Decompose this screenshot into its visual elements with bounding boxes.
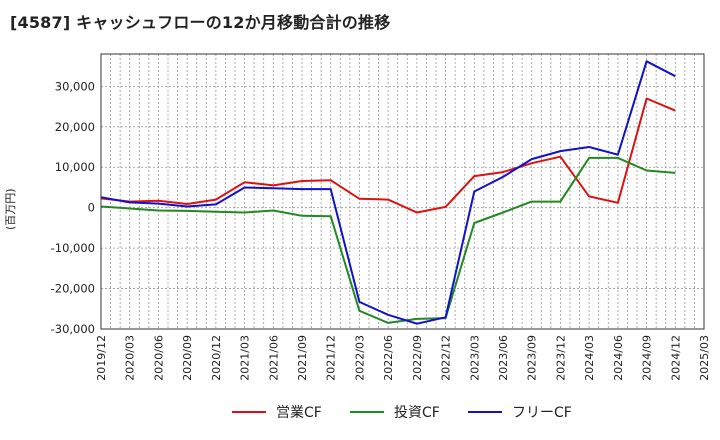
legend-swatch-free — [468, 411, 502, 413]
grid-layer — [100, 54, 705, 330]
x-tick-label: 2022/06 — [382, 335, 395, 381]
x-tick-label: 2022/09 — [411, 335, 424, 381]
x-tick-label: 2020/03 — [124, 335, 137, 381]
y-tick-label: -30,000 — [51, 322, 95, 336]
x-tick-label: 2021/12 — [325, 335, 338, 381]
chart-legend: 営業CF 投資CF フリーCF — [0, 398, 720, 428]
legend-label-operating: 営業CF — [276, 405, 322, 421]
legend-label-free: フリーCF — [512, 405, 572, 421]
x-tick-label: 2025/03 — [698, 335, 711, 381]
x-tick-label: 2023/06 — [497, 335, 510, 381]
x-tick-label: 2021/03 — [239, 335, 252, 381]
x-tick-label: 2021/06 — [267, 335, 280, 381]
chart-title: [4587] キャッシュフローの12か月移動合計の推移 — [10, 13, 391, 32]
legend-item-investing: 投資CF — [350, 402, 440, 422]
y-tick-label: 30,000 — [55, 79, 95, 93]
legend-swatch-operating — [232, 411, 266, 413]
x-tick-label: 2024/09 — [641, 335, 654, 381]
x-tick-label: 2022/12 — [440, 335, 453, 381]
y-tick-label: 10,000 — [55, 160, 95, 174]
x-tick-label: 2022/03 — [353, 335, 366, 381]
legend-item-free: フリーCF — [468, 402, 572, 422]
y-tick-label: -10,000 — [51, 241, 95, 255]
series-layer — [100, 60, 676, 325]
x-tick-label: 2020/06 — [152, 335, 165, 381]
legend-item-operating: 営業CF — [232, 402, 322, 422]
legend-swatch-investing — [350, 411, 384, 413]
line-chart: -30,000 -20,000 -10,000 0 10,000 20,000 30,000… — [51, 53, 711, 381]
x-tick-label: 2023/09 — [526, 335, 539, 381]
x-tick-label: 2020/12 — [210, 335, 223, 381]
y-tick-label: 0 — [88, 201, 95, 215]
plot-frame — [100, 53, 705, 330]
x-tick-label: 2020/09 — [181, 335, 194, 381]
x-tick-label: 2023/12 — [554, 335, 567, 381]
x-tick-label: 2024/03 — [583, 335, 596, 381]
legend-label-investing: 投資CF — [394, 405, 440, 421]
x-tick-label: 2024/06 — [612, 335, 625, 381]
x-tick-label: 2023/03 — [468, 335, 481, 381]
y-tick-label: -20,000 — [51, 282, 95, 296]
x-tick-label: 2024/12 — [669, 335, 682, 381]
y-tick-label: 20,000 — [55, 120, 95, 134]
x-tick-label: 2019/12 — [95, 335, 108, 381]
axis-layer: -30,000 -20,000 -10,000 0 10,000 20,000 30,000… — [51, 53, 711, 381]
x-tick-label: 2021/09 — [296, 335, 309, 381]
series-line-2 — [100, 60, 676, 325]
